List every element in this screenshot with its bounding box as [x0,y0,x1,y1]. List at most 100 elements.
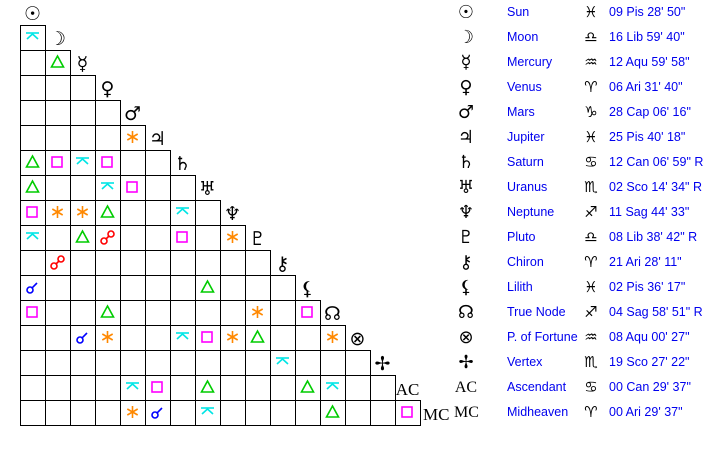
zodiac-sign-icon: ♈ [584,403,598,421]
aspect-cell-lilith-venus [95,275,121,301]
body-row-chiron: ⚷ Chiron ♈ 21 Ari 28' 11" [450,252,705,283]
zodiac-sign-icon: ♈ [584,253,598,271]
mercury-glyph-icon: ☿ [76,53,89,75]
aspect-cell-jupiter-venus [95,125,121,151]
aspect-cell-pluto-sun [20,225,46,251]
body-position: 11 Sag 44' 33" [609,205,690,219]
body-row-mars: ♂ Mars ♑ 28 Cap 06' 16" [450,102,705,133]
body-name: Pluto [507,230,536,244]
body-row-pluto: ♇ Pluto ♎ 08 Lib 38' 42" R [450,227,705,258]
body-name: Uranus [507,180,548,194]
midheaven-icon: MC [454,404,479,421]
sextile-aspect-icon [226,231,239,243]
aspect-cell-p-of-fortune-neptune [220,325,246,351]
body-name: Moon [507,30,539,44]
aspect-cell-p-of-fortune-mercury [70,325,96,351]
aspect-cell-jupiter-sun [20,125,46,151]
zodiac-sign-icon: ♎ [584,28,598,46]
saturn-icon: ♄ [457,152,475,173]
aspect-grid: ☉ ☽ ☿ ♀ ♂ ♃ ♄ ♅ ♆ ♇ ⚷ ⚸ ☊ ⊗ ✢ AC MC [20,3,450,426]
aspect-cell-p-of-fortune-uranus [195,325,221,351]
body-row-true-node: ☊ True Node ♐ 04 Sag 58' 51" R [450,302,705,333]
zodiac-sign-icon: ♒ [584,53,598,71]
conjunction-aspect-icon [26,282,38,294]
zodiac-sign-icon: ♒ [584,328,598,346]
body-position: 02 Sco 14' 34" R [609,180,702,194]
body-name: Venus [507,80,542,94]
aspect-cell-vertex-mars [120,350,146,376]
body-name: Jupiter [507,130,545,144]
aspect-cell-pluto-mercury [70,225,96,251]
sextile-aspect-icon [126,131,139,143]
body-position: 00 Ari 29' 37" [609,405,683,419]
sextile-aspect-icon [126,406,139,418]
square-aspect-icon [201,331,213,343]
pluto-icon: ♇ [457,227,475,248]
zodiac-sign-icon: ♓ [584,3,598,21]
aspect-cell-ascendant-mars [120,375,146,401]
body-position: 08 Lib 38' 42" R [609,230,698,244]
true-node-icon: ☊ [458,302,474,323]
square-aspect-icon [26,306,38,318]
aspect-cell-pluto-jupiter [145,225,171,251]
chiron-icon: ⚷ [459,252,473,273]
aspect-cell-true-node-moon [45,300,71,326]
body-row-saturn: ♄ Saturn ♋ 12 Can 06' 59" R [450,152,705,183]
quincunx-aspect-icon [126,382,139,390]
sun-icon: ☉ [457,2,475,23]
aspect-cell-neptune-venus [95,200,121,226]
aspect-cell-lilith-mercury [70,275,96,301]
true-node-glyph-icon: ☊ [324,303,341,325]
aspect-cell-midheaven-uranus [195,400,221,426]
body-row-uranus: ♅ Uranus ♏ 02 Sco 14' 34" R [450,177,705,208]
trine-aspect-icon [50,54,65,68]
zodiac-sign-icon: ♐ [584,203,598,221]
aspect-cell-ascendant-p-of-fortune [345,375,371,401]
zodiac-sign-icon: ♎ [584,228,598,246]
aspect-cell-saturn-mercury [70,150,96,176]
aspect-cell-midheaven-saturn [170,400,196,426]
aspect-cell-vertex-lilith [295,350,321,376]
neptune-icon: ♆ [457,202,475,223]
aspect-cell-neptune-jupiter [145,200,171,226]
aspect-cell-midheaven-mars [120,400,146,426]
zodiac-sign-icon: ♏ [584,353,598,371]
aspect-cell-vertex-neptune [220,350,246,376]
aspect-cell-pluto-saturn [170,225,196,251]
aspect-cell-uranus-saturn [170,175,196,201]
body-name: Mars [507,105,535,119]
body-name: Chiron [507,255,544,269]
body-name: P. of Fortune [507,330,578,344]
aspect-cell-lilith-pluto [245,275,271,301]
square-aspect-icon [126,181,138,193]
aspect-cell-ascendant-lilith [295,375,321,401]
body-name: Mercury [507,55,553,69]
jupiter-glyph-icon: ♃ [148,128,167,150]
body-position: 16 Lib 59' 40" [609,30,685,44]
aspect-cell-mars-moon [45,100,71,126]
trine-aspect-icon [100,304,115,318]
quincunx-aspect-icon [176,207,189,215]
aspect-cell-venus-sun [20,75,46,101]
aspect-cell-midheaven-true-node [320,400,346,426]
neptune-glyph-icon: ♆ [223,203,242,225]
aspect-cell-true-node-pluto [245,300,271,326]
aspect-cell-pluto-venus [95,225,121,251]
aspect-cell-p-of-fortune-moon [45,325,71,351]
uranus-icon: ♅ [457,177,475,198]
lilith-icon: ⚸ [459,277,473,298]
moon-glyph-icon: ☽ [48,28,67,50]
aspect-cell-lilith-jupiter [145,275,171,301]
zodiac-sign-icon: ♓ [584,128,598,146]
aspect-cell-saturn-sun [20,150,46,176]
aspect-cell-midheaven-neptune [220,400,246,426]
aspect-cell-vertex-mercury [70,350,96,376]
body-position-list: ☉ Sun ♓ 09 Pis 28' 50" ☽ Moon ♎ 16 Lib 59' 40" ☿… [450,0,705,450]
body-name: Vertex [507,355,543,369]
aspect-cell-true-node-mercury [70,300,96,326]
zodiac-sign-icon: ♈ [584,78,598,96]
uranus-glyph-icon: ♅ [198,178,217,200]
aspect-cell-ascendant-sun [20,375,46,401]
aspect-cell-lilith-neptune [220,275,246,301]
midheaven-glyph-icon: MC [423,405,450,424]
